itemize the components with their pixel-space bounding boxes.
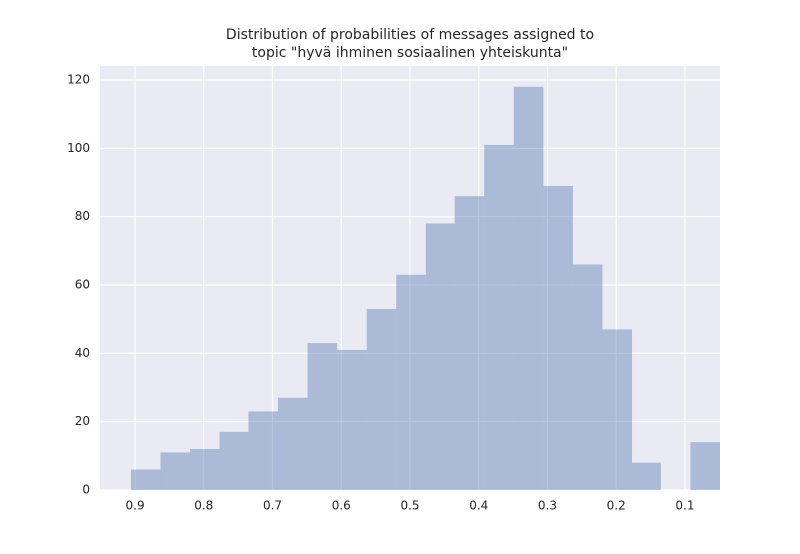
y-tick-label: 60 bbox=[75, 278, 90, 292]
bar bbox=[602, 329, 633, 490]
y-tick-label: 100 bbox=[67, 141, 90, 155]
bar bbox=[248, 411, 279, 490]
x-tick-label: 0.5 bbox=[400, 499, 419, 513]
chart-title: Distribution of probabilities of message… bbox=[226, 27, 594, 43]
bar bbox=[513, 86, 544, 491]
x-tick-label: 0.4 bbox=[469, 499, 488, 513]
y-tick-label: 80 bbox=[75, 209, 90, 223]
bar bbox=[307, 343, 338, 490]
y-tick-label: 0 bbox=[82, 483, 90, 497]
bar bbox=[130, 469, 161, 490]
bar bbox=[337, 349, 367, 490]
bar bbox=[690, 442, 720, 490]
bar bbox=[396, 274, 426, 490]
bar bbox=[366, 308, 397, 490]
y-tick-label: 20 bbox=[75, 414, 90, 428]
x-tick-label: 0.9 bbox=[126, 499, 145, 513]
bar bbox=[190, 449, 220, 490]
x-tick-label: 0.3 bbox=[538, 499, 557, 513]
x-tick-label: 0.8 bbox=[194, 499, 213, 513]
x-tick-label: 0.6 bbox=[332, 499, 351, 513]
chart-title: topic "hyvä ihminen sosiaalinen yhteisku… bbox=[252, 45, 568, 61]
bar bbox=[425, 223, 455, 490]
x-tick-label: 0.7 bbox=[263, 499, 282, 513]
x-tick-label: 0.2 bbox=[607, 499, 626, 513]
bar bbox=[632, 462, 661, 490]
y-tick-label: 40 bbox=[75, 346, 90, 360]
bar bbox=[543, 185, 573, 490]
bar bbox=[454, 196, 485, 491]
bar bbox=[278, 397, 308, 490]
x-tick-label: 0.1 bbox=[675, 499, 694, 513]
bar bbox=[484, 144, 514, 490]
bar bbox=[572, 264, 603, 490]
bar bbox=[219, 431, 249, 490]
y-tick-label: 120 bbox=[67, 73, 90, 87]
bar bbox=[160, 452, 191, 490]
